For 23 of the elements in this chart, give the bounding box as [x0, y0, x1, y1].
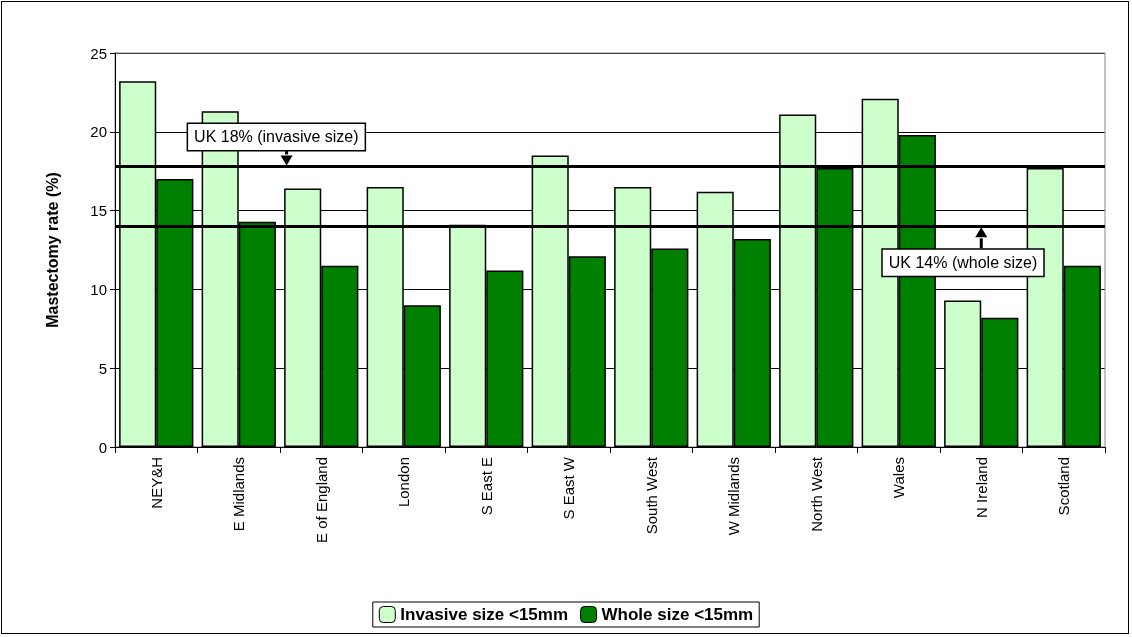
- y-tick-label: 25: [90, 44, 107, 62]
- legend-label: Whole size <15mm: [601, 605, 754, 624]
- y-tick-label: 0: [98, 438, 107, 456]
- y-tick-label: 20: [90, 123, 107, 141]
- ref-line-label: UK 14% (whole size): [888, 254, 1038, 272]
- x-tick-label: North West: [807, 456, 825, 532]
- y-tick-label: 15: [90, 202, 107, 220]
- y-tick-label: 10: [90, 280, 107, 298]
- y-axis-title: Mastectomy rate (%): [43, 172, 61, 328]
- x-tick-label: E of England: [312, 457, 330, 543]
- x-tick-label: London: [395, 457, 413, 508]
- ref-line-label: UK 18% (invasive size): [194, 128, 359, 146]
- x-tick-label: South West: [642, 456, 660, 535]
- legend-label: Invasive size <15mm: [400, 605, 569, 624]
- x-tick-label: S East W: [560, 456, 578, 520]
- x-tick-label: Wales: [890, 457, 908, 499]
- x-tick-label: W Midlands: [725, 457, 743, 536]
- x-tick-label: S East E: [477, 457, 495, 516]
- x-tick-label: N Ireland: [972, 457, 990, 518]
- x-tick-label: E Midlands: [230, 457, 248, 532]
- x-tick-label: Scotland: [1055, 457, 1073, 516]
- y-tick-label: 5: [98, 359, 107, 377]
- x-tick-label: NEY&H: [147, 457, 165, 509]
